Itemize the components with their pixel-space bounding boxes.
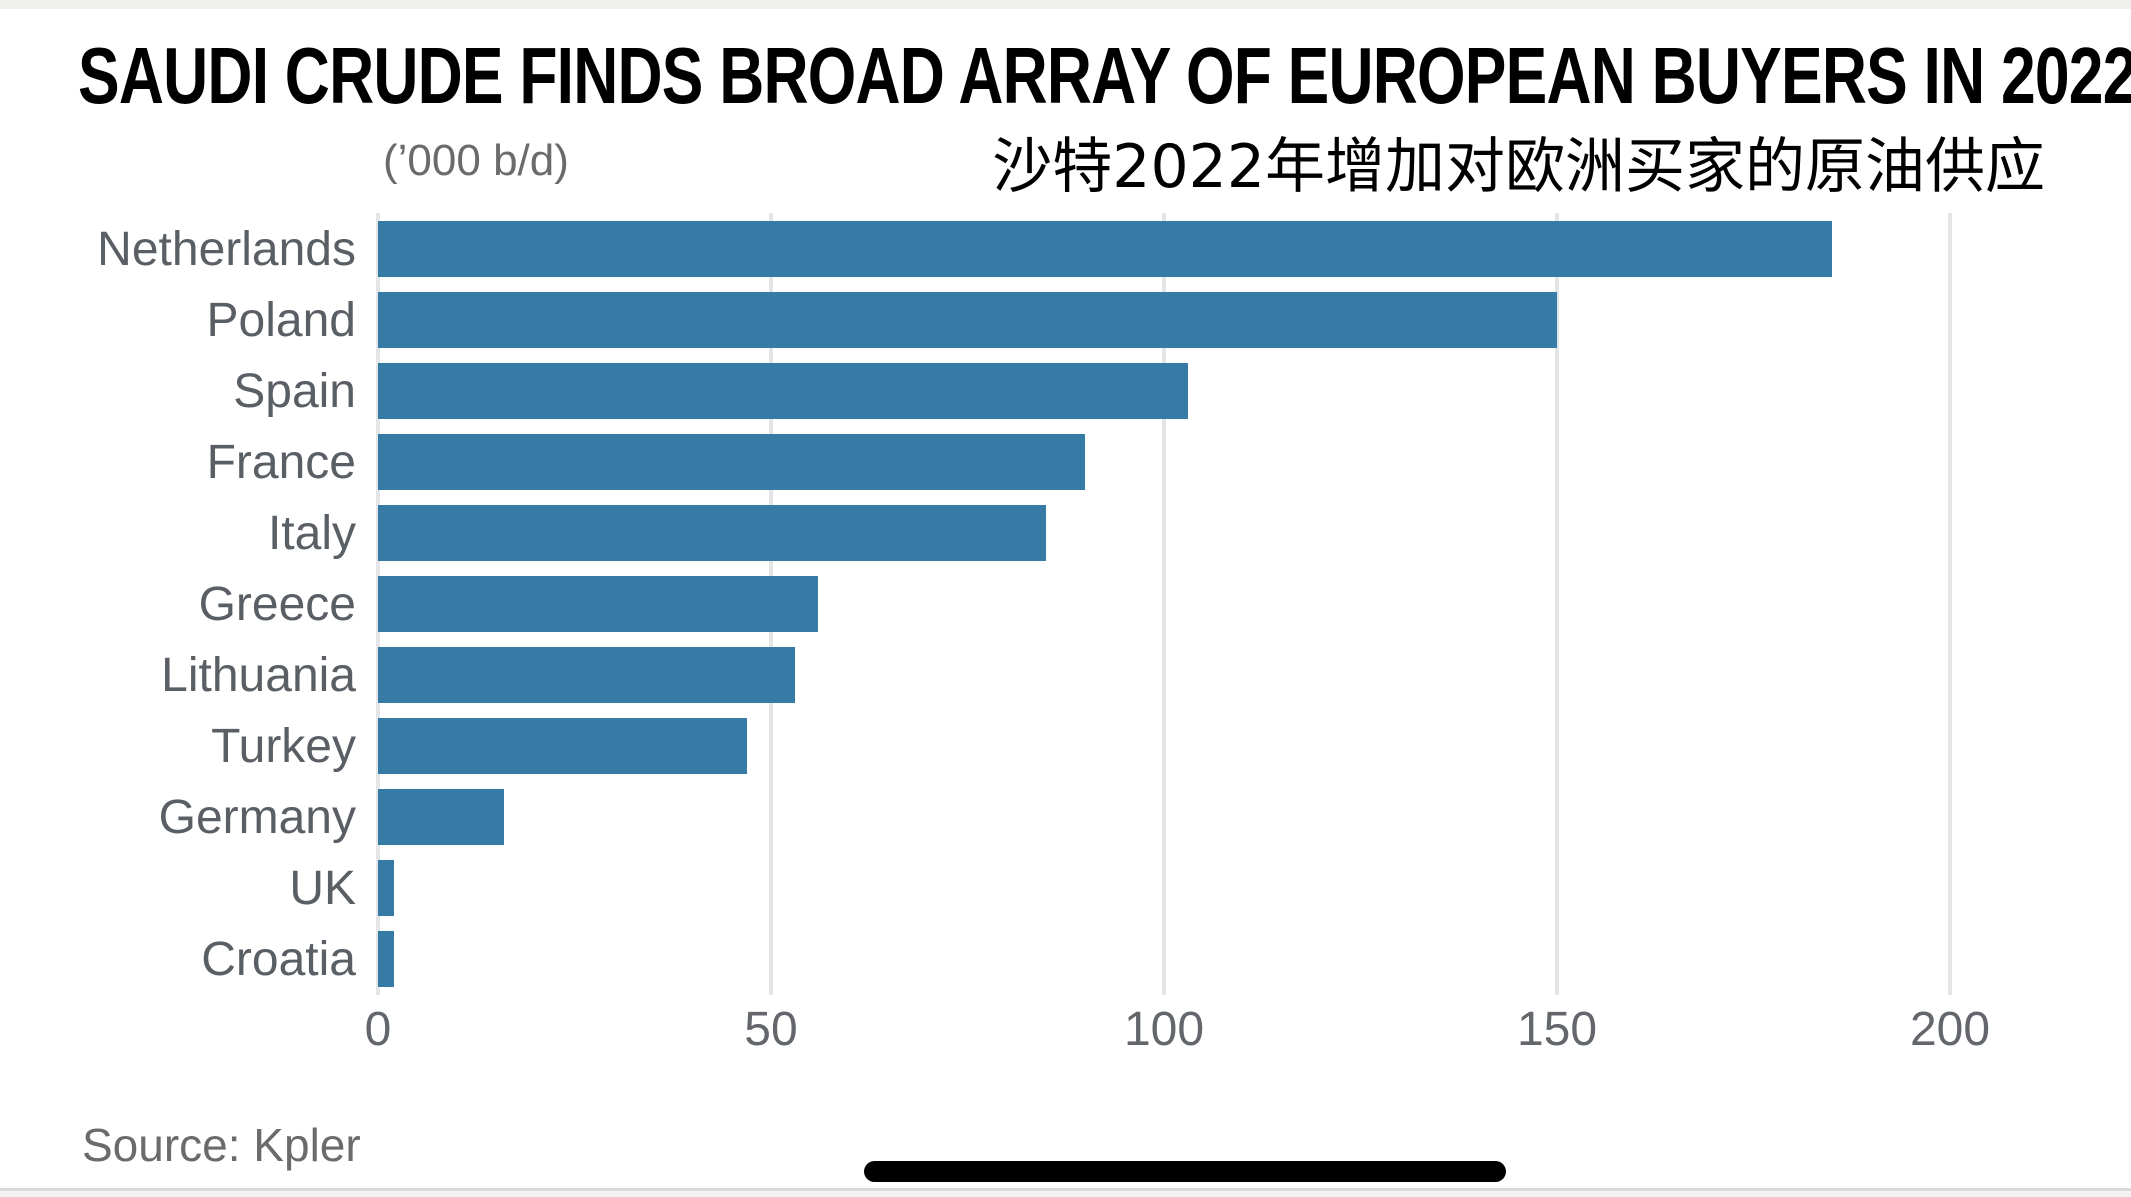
bar-row: France (0, 426, 2131, 497)
x-axis-tick-label: 0 (364, 1003, 392, 1056)
bar (378, 433, 1086, 490)
category-label: Lithuania (161, 649, 356, 703)
bar (378, 718, 748, 775)
bar-row: Spain (0, 355, 2131, 426)
bar-chart: Netherlands Poland Spain France Italy Greece L… (0, 213, 2131, 995)
chinese-subtitle: 沙特2022年增加对欧洲买家的原油供应 (992, 132, 2045, 202)
x-axis: 0 50 100 150 200 (0, 1002, 2131, 1062)
bar-row: Turkey (0, 711, 2131, 782)
bar (378, 220, 1833, 277)
category-label: Italy (267, 506, 356, 560)
bar (378, 291, 1557, 348)
home-indicator-bar (864, 1161, 1506, 1182)
source-label: Source: Kpler (82, 1119, 361, 1171)
x-axis-tick-label: 50 (744, 1003, 798, 1056)
bar (378, 504, 1047, 561)
x-axis-tick-label: 150 (1516, 1003, 1598, 1056)
bar-row: Poland (0, 284, 2131, 355)
bar (378, 647, 795, 704)
bar (378, 362, 1188, 419)
x-axis-tick-label: 200 (1909, 1003, 1991, 1056)
category-label: Greece (198, 577, 356, 631)
category-label: Spain (233, 364, 356, 418)
bottom-divider-line (0, 1188, 2131, 1191)
bottom-edge-strip (0, 1191, 2131, 1197)
category-label: Croatia (201, 933, 356, 987)
x-axis-tick-label: 100 (1123, 1003, 1205, 1056)
category-label: Poland (206, 293, 356, 347)
gridline (1948, 213, 1952, 995)
bar (378, 575, 819, 632)
category-label: Turkey (211, 720, 356, 774)
bar-row: Lithuania (0, 640, 2131, 711)
gridline (1555, 213, 1559, 995)
bar (378, 931, 394, 988)
bar-row: Greece (0, 568, 2131, 639)
category-label: Netherlands (97, 222, 356, 276)
category-label: UK (289, 862, 356, 916)
bar-row: Netherlands (0, 213, 2131, 284)
bar-row: UK (0, 853, 2131, 924)
category-label: France (206, 435, 356, 489)
chart-title: SAUDI CRUDE FINDS BROAD ARRAY OF EUROPEA… (78, 31, 2131, 120)
bar (378, 860, 394, 917)
gridline (1162, 213, 1166, 995)
bar (378, 789, 504, 846)
bar-row: Italy (0, 497, 2131, 568)
bar-row: Croatia (0, 924, 2131, 995)
category-label: Germany (158, 791, 356, 845)
bar-row: Germany (0, 782, 2131, 853)
top-edge-strip (0, 0, 2131, 9)
units-label: (’000 b/d) (383, 136, 569, 185)
